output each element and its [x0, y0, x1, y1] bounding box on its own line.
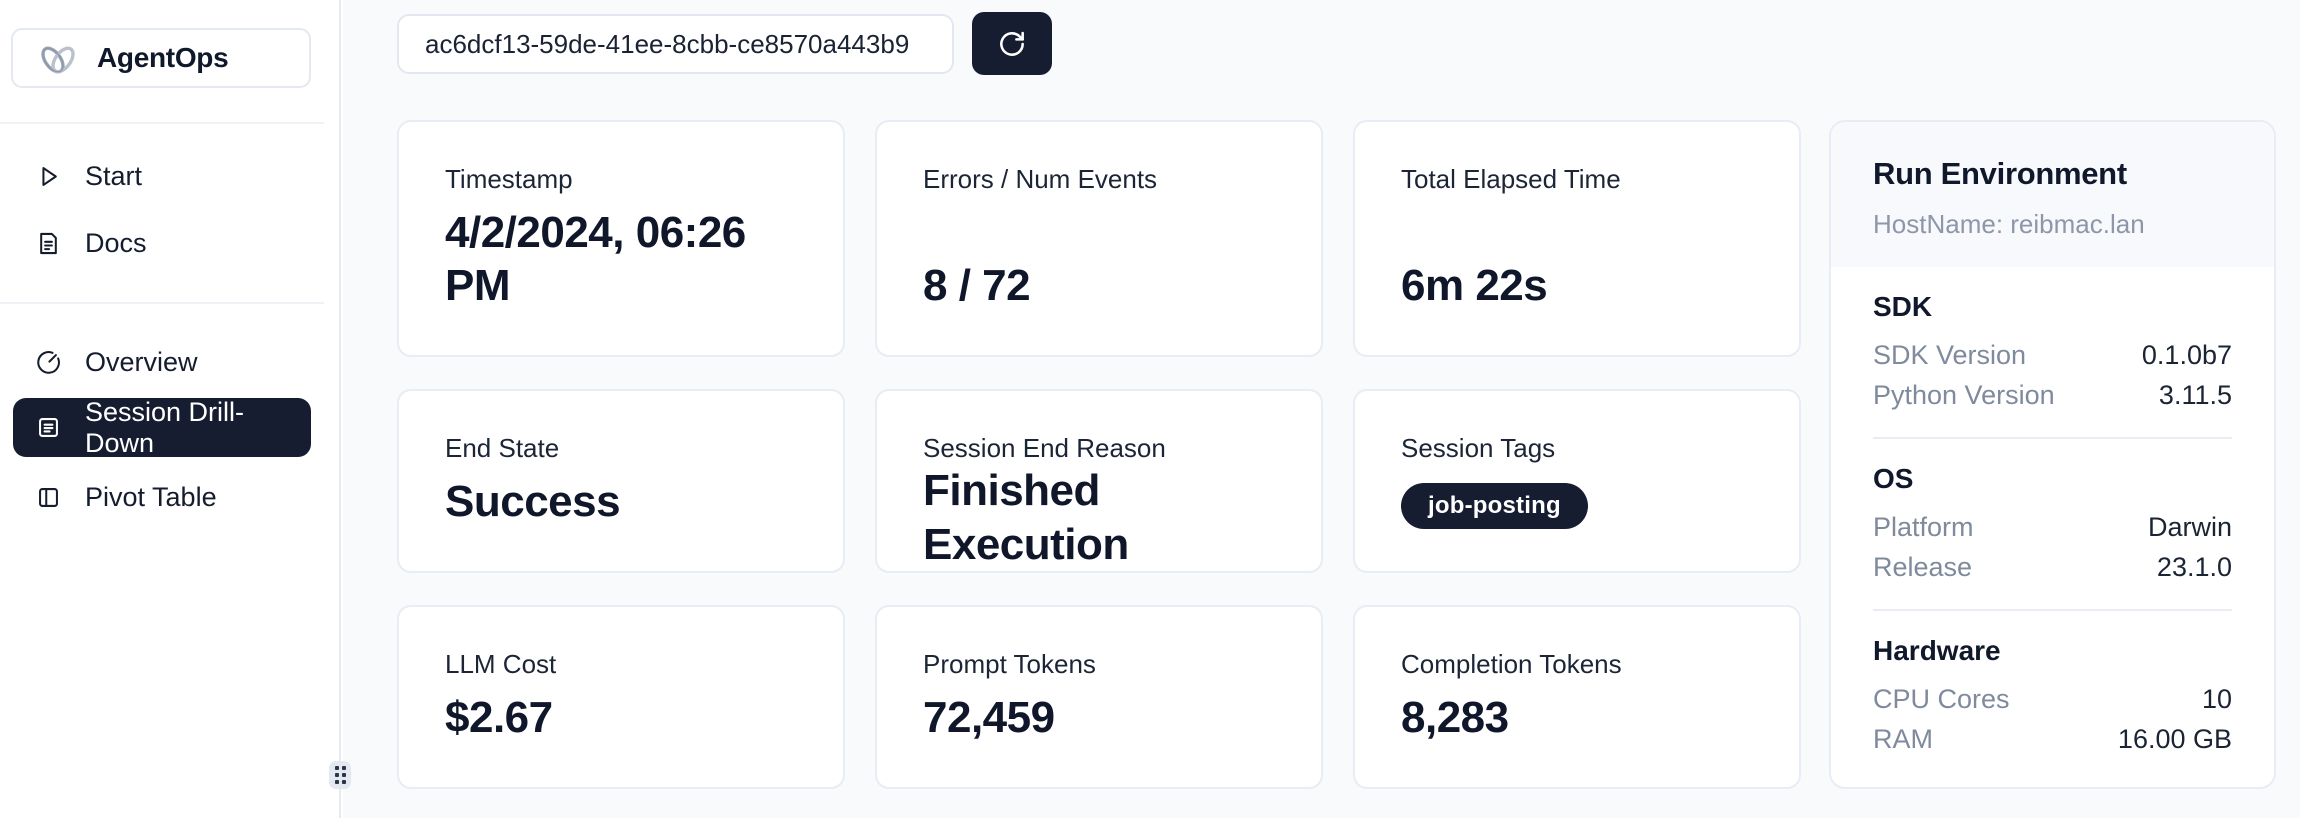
sidebar: AgentOps Start Docs Overview Session Dri…: [0, 0, 341, 818]
env-row-label: Release: [1873, 551, 1973, 582]
env-row: Release 23.1.0: [1873, 547, 2232, 587]
env-row-value: 3.11.5: [2158, 379, 2232, 410]
card-label: Completion Tokens: [1401, 649, 1622, 679]
card-label: Session End Reason: [923, 433, 1166, 463]
run-environment-body: SDK SDK Version 0.1.0b7 Python Version 3…: [1831, 267, 2274, 759]
stat-cards-grid: Timestamp 4/2/2024, 06:26 PM Errors / Nu…: [397, 120, 1801, 789]
card-value: 72,459: [923, 693, 1055, 743]
app-title: AgentOps: [97, 42, 229, 73]
card-total-elapsed-time: Total Elapsed Time 6m 22s: [1353, 120, 1801, 357]
card-prompt-tokens: Prompt Tokens 72,459: [875, 605, 1323, 789]
card-errors-num-events: Errors / Num Events 8 / 72: [875, 120, 1323, 357]
gauge-icon: [37, 350, 60, 374]
panel-title: Run Environment: [1873, 156, 2127, 191]
card-end-state: End State Success: [397, 389, 845, 573]
sidebar-resize-handle[interactable]: [329, 761, 351, 789]
app-logo[interactable]: AgentOps: [11, 28, 311, 88]
section-heading: SDK: [1873, 291, 1933, 322]
session-id-input[interactable]: [397, 14, 954, 74]
sidebar-item-label: Session Drill-Down: [85, 396, 245, 458]
card-completion-tokens: Completion Tokens 8,283: [1353, 605, 1801, 789]
card-value: $2.67: [445, 693, 553, 743]
card-value: 8 / 72: [923, 261, 1031, 311]
section-divider: [1873, 437, 2232, 439]
env-row: Python Version 3.11.5: [1873, 375, 2232, 415]
run-environment-panel: Run Environment HostName: reibmac.lan SD…: [1829, 120, 2276, 789]
card-label: End State: [445, 433, 560, 463]
env-row: SDK Version 0.1.0b7: [1873, 335, 2232, 375]
sidebar-item-label: Docs: [85, 227, 147, 258]
sidebar-divider: [0, 122, 324, 124]
hostname-text: HostName: reibmac.lan: [1873, 209, 2145, 239]
card-timestamp: Timestamp 4/2/2024, 06:26 PM: [397, 120, 845, 357]
card-value: Success: [445, 477, 621, 527]
env-row: Platform Darwin: [1873, 507, 2232, 547]
sidebar-item-pivot-table[interactable]: Pivot Table: [13, 469, 311, 525]
card-value: 6m 22s: [1401, 261, 1548, 311]
session-tag-badge[interactable]: job-posting: [1401, 483, 1588, 529]
sidebar-item-label: Start: [85, 160, 143, 191]
agentops-logo-icon: [41, 46, 75, 74]
env-section-sdk: SDK SDK Version 0.1.0b7 Python Version 3…: [1873, 267, 2232, 439]
card-label: Timestamp: [445, 164, 573, 194]
section-heading: Hardware: [1873, 635, 2001, 666]
refresh-button[interactable]: [972, 12, 1052, 75]
env-row-label: Python Version: [1873, 379, 2055, 410]
sidebar-item-label: Overview: [85, 346, 198, 377]
env-section-os: OS Platform Darwin Release 23.1.0: [1873, 439, 2232, 611]
main-content: Timestamp 4/2/2024, 06:26 PM Errors / Nu…: [343, 0, 2300, 818]
env-row-value: 23.1.0: [2156, 551, 2232, 582]
sidebar-item-session-drill-down[interactable]: Session Drill-Down: [13, 396, 311, 458]
sidebar-divider: [0, 302, 324, 304]
env-row-value: 10: [2201, 683, 2232, 714]
card-label: LLM Cost: [445, 649, 557, 679]
card-label: Total Elapsed Time: [1401, 164, 1621, 194]
env-row-label: RAM: [1873, 723, 1933, 754]
card-value: Finished Execution: [923, 466, 1129, 569]
sidebar-item-overview[interactable]: Overview: [13, 334, 311, 390]
env-row: CPU Cores 10: [1873, 679, 2232, 719]
env-row-label: CPU Cores: [1873, 683, 2010, 714]
env-row: RAM 16.00 GB: [1873, 719, 2232, 759]
env-row-value: Darwin: [2147, 511, 2232, 542]
card-llm-cost: LLM Cost $2.67: [397, 605, 845, 789]
card-value: 4/2/2024, 06:26 PM: [445, 207, 746, 311]
sidebar-item-label: Pivot Table: [85, 481, 217, 512]
section-heading: OS: [1873, 463, 1914, 494]
session-list-icon: [39, 418, 58, 437]
env-row-label: Platform: [1873, 511, 1974, 542]
run-environment-header: Run Environment HostName: reibmac.lan: [1831, 122, 2274, 267]
play-icon: [42, 166, 57, 186]
section-divider: [1873, 609, 2232, 611]
env-row-value: 0.1.0b7: [2141, 339, 2232, 370]
refresh-icon: [1000, 31, 1024, 56]
card-label: Errors / Num Events: [923, 164, 1158, 194]
document-icon: [40, 232, 57, 254]
env-row-value: 16.00 GB: [2117, 723, 2232, 754]
columns-icon: [39, 487, 58, 507]
card-session-tags: Session Tags job-posting: [1353, 389, 1801, 573]
env-section-hardware: Hardware CPU Cores 10 RAM 16.00 GB: [1873, 611, 2232, 759]
card-value: 8,283: [1401, 693, 1509, 743]
sidebar-item-start[interactable]: Start: [13, 148, 311, 204]
env-row-label: SDK Version: [1873, 339, 2027, 370]
card-label: Prompt Tokens: [923, 649, 1096, 679]
card-label: Session Tags: [1401, 433, 1556, 463]
sidebar-item-docs[interactable]: Docs: [13, 215, 311, 271]
card-session-end-reason: Session End Reason Finished Execution: [875, 389, 1323, 573]
